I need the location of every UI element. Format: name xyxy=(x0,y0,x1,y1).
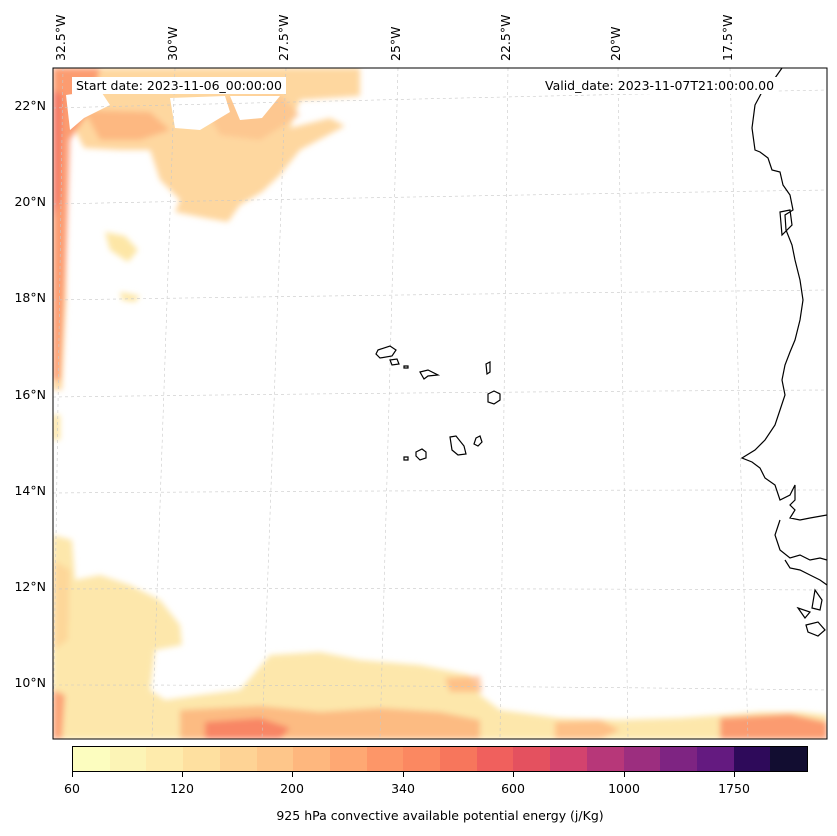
colorbar-segment xyxy=(660,747,697,771)
colorbar-title: 925 hPa convective available potential e… xyxy=(276,808,604,823)
lon-label-20w: 20°W xyxy=(608,26,623,61)
colorbar-segment xyxy=(329,747,367,771)
colorbar-tick-label: 1000 xyxy=(608,781,640,796)
colorbar-tick xyxy=(624,772,625,777)
colorbar-segment xyxy=(440,747,477,771)
lat-label-22n: 22°N xyxy=(14,98,46,113)
colorbar-tick xyxy=(182,772,183,777)
lat-label-10n: 10°N xyxy=(14,675,46,690)
colorbar-tick xyxy=(403,772,404,777)
map-frame xyxy=(52,67,828,740)
colorbar-segment xyxy=(256,747,294,771)
colorbar-segment xyxy=(733,747,771,771)
colorbar-segment xyxy=(146,747,184,771)
colorbar-segment xyxy=(696,747,734,771)
colorbar-tick xyxy=(513,772,514,777)
lon-label-25w: 25°W xyxy=(388,26,403,61)
lat-label-18n: 18°N xyxy=(14,290,46,305)
colorbar-tick-label: 200 xyxy=(280,781,304,796)
colorbar-tick-label: 340 xyxy=(391,781,415,796)
lat-label-14n: 14°N xyxy=(14,483,46,498)
lat-label-20n: 20°N xyxy=(14,194,46,209)
colorbar-tick-label: 120 xyxy=(170,781,194,796)
colorbar-segment xyxy=(366,747,404,771)
colorbar-segment xyxy=(586,747,624,771)
colorbar-segment xyxy=(513,747,551,771)
colorbar-segment xyxy=(183,747,220,771)
colorbar-segment xyxy=(403,747,441,771)
colorbar-tick-label: 1750 xyxy=(718,781,750,796)
colorbar-tick xyxy=(292,772,293,777)
lon-label-22-5w: 22.5°W xyxy=(498,14,513,61)
colorbar-segment xyxy=(476,747,514,771)
gridlines xyxy=(53,68,827,739)
colorbar-tick xyxy=(734,772,735,777)
colorbar-tick xyxy=(72,772,73,777)
lon-label-30w: 30°W xyxy=(165,26,180,61)
colorbar-segment xyxy=(770,747,808,771)
colorbar-segment xyxy=(219,747,257,771)
colorbar-segment xyxy=(293,747,330,771)
lat-label-12n: 12°N xyxy=(14,579,46,594)
cape-verde-islands xyxy=(375,345,501,461)
lon-label-27-5w: 27.5°W xyxy=(276,14,291,61)
colorbar-segment xyxy=(623,747,661,771)
start-date-label: Start date: 2023-11-06_00:00:00 xyxy=(72,77,286,94)
colorbar-segment xyxy=(73,747,110,771)
lon-label-17-5w: 17.5°W xyxy=(720,14,735,61)
cape-field-south xyxy=(53,535,827,739)
valid-date-label: Valid_date: 2023-11-07T21:00:00.00 xyxy=(541,77,779,94)
colorbar-tick-label: 60 xyxy=(64,781,80,796)
lat-label-16n: 16°N xyxy=(14,387,46,402)
lon-label-32-5w: 32.5°W xyxy=(53,14,68,61)
colorbar-segment xyxy=(550,747,587,771)
colorbar-tick-label: 600 xyxy=(501,781,525,796)
colorbar-segment xyxy=(109,747,147,771)
coastline-africa xyxy=(740,68,827,637)
colorbar xyxy=(72,746,808,772)
